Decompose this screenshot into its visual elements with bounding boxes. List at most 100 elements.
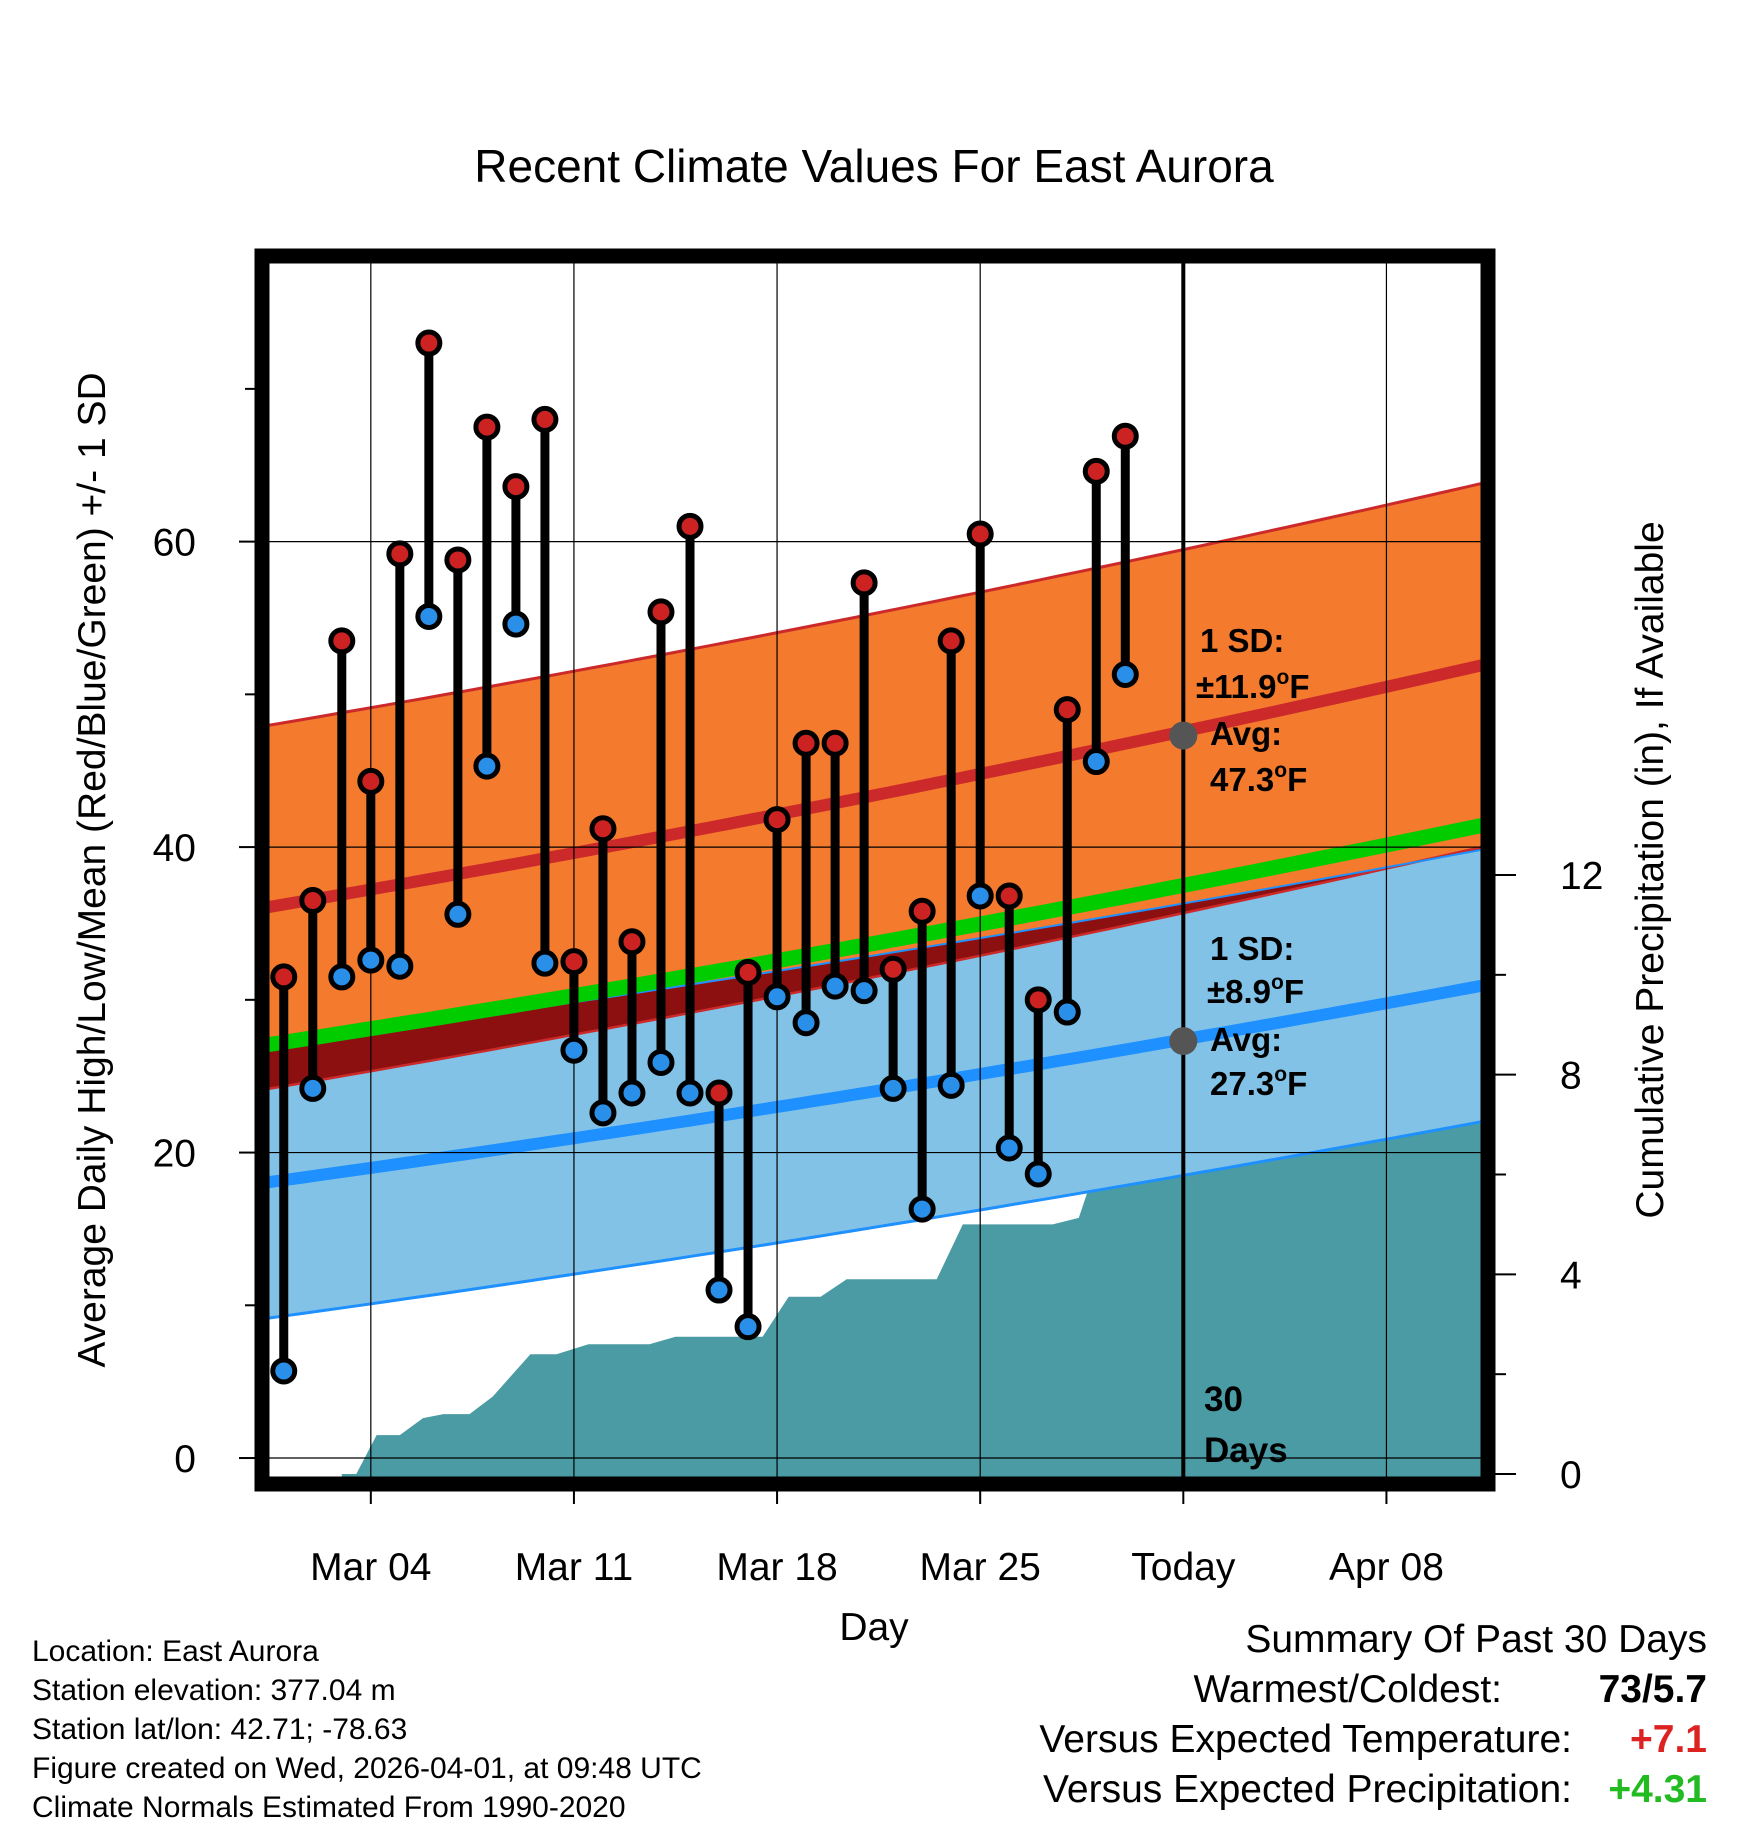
low-point-7	[444, 900, 472, 928]
normals-text: Climate Normals Estimated From 1990-2020	[32, 1791, 626, 1824]
high-avg-value: 47.3oF	[1210, 759, 1307, 798]
low-point-17	[734, 1313, 762, 1341]
plot-area	[262, 256, 1488, 1484]
high-point-13	[618, 928, 646, 956]
axes: Mar 04 Mar 11 Mar 18 Mar 25 Today Apr 0802040…	[153, 248, 1603, 1589]
days-count: 30	[1204, 1380, 1243, 1419]
low-point-4	[357, 946, 385, 974]
low-point-12	[589, 1099, 617, 1127]
station-info: Location: East Aurora Station elevation:…	[32, 1632, 702, 1827]
high-point-2	[299, 887, 327, 915]
high-point-17	[734, 958, 762, 986]
low-point-28	[1053, 998, 1081, 1026]
low-point-23	[908, 1195, 936, 1223]
high-sd-label: 1 SD:	[1200, 622, 1284, 659]
high-point-26	[995, 882, 1023, 910]
low-point-26	[995, 1134, 1023, 1162]
x-tick-label-0: Mar 04	[310, 1546, 431, 1589]
high-point-24	[937, 627, 965, 655]
precip-value: +4.31	[1608, 1768, 1707, 1811]
y-axis-label-right: Cumulative Precipitation (in), If Availa…	[1629, 521, 1672, 1218]
low-point-13	[618, 1079, 646, 1107]
low-avg-value: 27.3oF	[1210, 1063, 1307, 1102]
high-point-8	[473, 413, 501, 441]
high-point-23	[908, 897, 936, 925]
x-tick-label-4: Today	[1131, 1546, 1236, 1589]
normal-high-line	[262, 657, 1488, 915]
high-point-25	[966, 520, 994, 548]
high-point-19	[792, 729, 820, 757]
high-point-16	[705, 1079, 733, 1107]
summary-row-warm-cold: Warmest/Coldest: 73/5.7	[807, 1668, 1707, 1718]
low-point-14	[647, 1048, 675, 1076]
low-point-21	[850, 977, 878, 1005]
high-point-21	[850, 569, 878, 597]
days-word: Days	[1204, 1431, 1288, 1470]
daily-observations	[270, 329, 1139, 1385]
summary-row-temp: Versus Expected Temperature: +7.1	[807, 1718, 1707, 1768]
high-point-3	[328, 627, 356, 655]
low-point-29	[1082, 748, 1110, 776]
elevation-text: Station elevation: 377.04 m	[32, 1674, 396, 1707]
today-low-avg-marker	[1169, 1027, 1198, 1056]
y-right-tick-label-1: 4	[1560, 1254, 1582, 1297]
temp-label: Versus Expected Temperature:	[1039, 1718, 1572, 1761]
low-point-24	[937, 1071, 965, 1099]
x-axis-label: Day	[839, 1606, 909, 1649]
low-point-9	[502, 610, 530, 638]
low-point-27	[1024, 1160, 1052, 1188]
high-point-5	[386, 540, 414, 568]
high-band-upper-edge	[262, 480, 1488, 728]
y-left-tick-label-0: 0	[174, 1438, 196, 1481]
low-point-25	[966, 882, 994, 910]
today-high-avg-marker	[1169, 721, 1198, 750]
y-right-tick-label-3: 12	[1560, 855, 1603, 898]
y-right-tick-label-2: 8	[1560, 1055, 1582, 1098]
high-avg-label: Avg:	[1210, 715, 1282, 752]
high-point-29	[1082, 457, 1110, 485]
high-point-28	[1053, 696, 1081, 724]
high-sd-value: ±11.9oF	[1196, 666, 1310, 705]
summary-panel: Summary Of Past 30 Days Warmest/Coldest:…	[807, 1618, 1707, 1818]
warm-cold-value: 73/5.7	[1598, 1668, 1707, 1711]
created-text: Figure created on Wed, 2026-04-01, at 09…	[32, 1752, 702, 1785]
low-point-5	[386, 952, 414, 980]
x-tick-label-3: Mar 25	[919, 1546, 1040, 1589]
high-band-lower-edge	[262, 844, 1488, 1092]
low-point-6	[415, 602, 443, 630]
high-point-20	[821, 729, 849, 757]
chart-title: Recent Climate Values For East Aurora	[474, 140, 1274, 192]
high-point-11	[560, 948, 588, 976]
high-point-18	[763, 806, 791, 834]
low-point-8	[473, 752, 501, 780]
y-left-tick-label-3: 60	[153, 522, 196, 565]
low-point-10	[531, 949, 559, 977]
temp-value: +7.1	[1630, 1718, 1707, 1761]
high-point-7	[444, 546, 472, 574]
x-tick-label-5: Apr 08	[1329, 1546, 1444, 1589]
high-point-1	[270, 963, 298, 991]
y-right-tick-label-0: 0	[1560, 1454, 1582, 1497]
location-text: Location: East Aurora	[32, 1635, 319, 1668]
warm-cold-label: Warmest/Coldest:	[1193, 1668, 1502, 1711]
low-point-30	[1111, 660, 1139, 688]
summary-title: Summary Of Past 30 Days	[1245, 1618, 1707, 1661]
normal-mean-line	[262, 816, 1488, 1054]
high-point-15	[676, 512, 704, 540]
low-point-22	[879, 1074, 907, 1102]
summary-row-precip: Versus Expected Precipitation: +4.31	[807, 1768, 1707, 1818]
low-point-15	[676, 1079, 704, 1107]
low-sd-label: 1 SD:	[1210, 930, 1294, 967]
high-point-27	[1024, 986, 1052, 1014]
y-left-tick-label-1: 20	[153, 1133, 196, 1176]
high-point-12	[589, 815, 617, 843]
normal-low-line	[262, 978, 1488, 1190]
low-point-19	[792, 1009, 820, 1037]
annotations: 1 SD: ±11.9oF Avg: 47.3oF 1 SD: ±8.9oF A…	[1196, 622, 1310, 1470]
low-sd-value: ±8.9oF	[1207, 971, 1304, 1010]
low-point-3	[328, 963, 356, 991]
latlon-text: Station lat/lon: 42.71; -78.63	[32, 1713, 408, 1746]
y-axis-label-left: Average Daily High/Low/Mean (Red/Blue/Gr…	[71, 372, 114, 1367]
precip-label: Versus Expected Precipitation:	[1043, 1768, 1572, 1811]
